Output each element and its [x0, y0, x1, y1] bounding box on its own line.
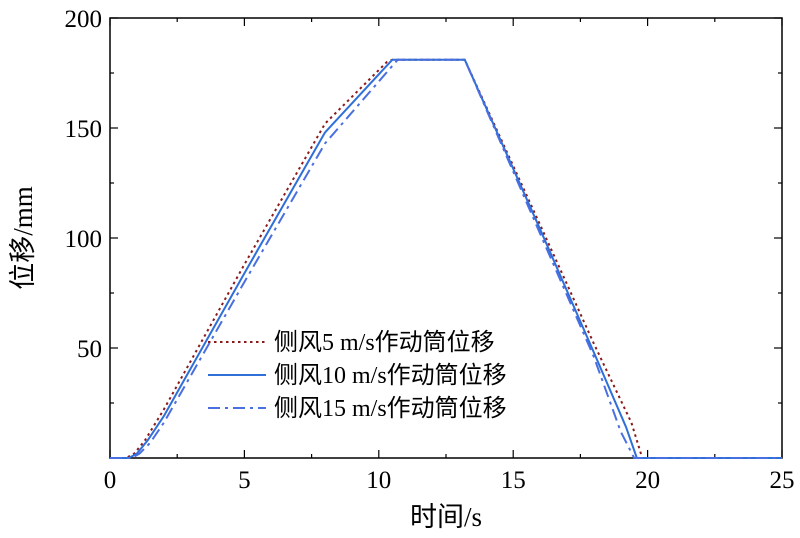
axis-ticks [109, 17, 783, 459]
x-tick-label: 5 [238, 467, 251, 494]
series-group [110, 58, 782, 459]
tick-labels: 0 5 10 15 20 25 50 100 150 200 [65, 6, 795, 494]
series-line-1 [110, 58, 782, 459]
series-line-3 [110, 58, 782, 459]
legend-label: 侧风10 m/s作动筒位移 [274, 362, 507, 389]
y-tick-label: 100 [65, 226, 103, 253]
plot-frame [109, 17, 783, 459]
legend-label: 侧风15 m/s作动筒位移 [274, 395, 507, 422]
y-tick-label: 150 [65, 116, 103, 143]
x-axis-label: 时间/s [410, 502, 482, 532]
legend-label: 侧风5 m/s作动筒位移 [274, 329, 495, 356]
y-tick-label: 50 [77, 336, 102, 363]
x-tick-label: 25 [770, 467, 795, 494]
x-tick-label: 10 [366, 467, 391, 494]
y-axis-label: 位移/mm [8, 186, 38, 290]
x-tick-label: 20 [635, 467, 660, 494]
series-line-2 [110, 58, 782, 459]
y-tick-label: 200 [65, 6, 103, 33]
x-tick-label: 0 [104, 467, 117, 494]
x-tick-label: 15 [501, 467, 526, 494]
